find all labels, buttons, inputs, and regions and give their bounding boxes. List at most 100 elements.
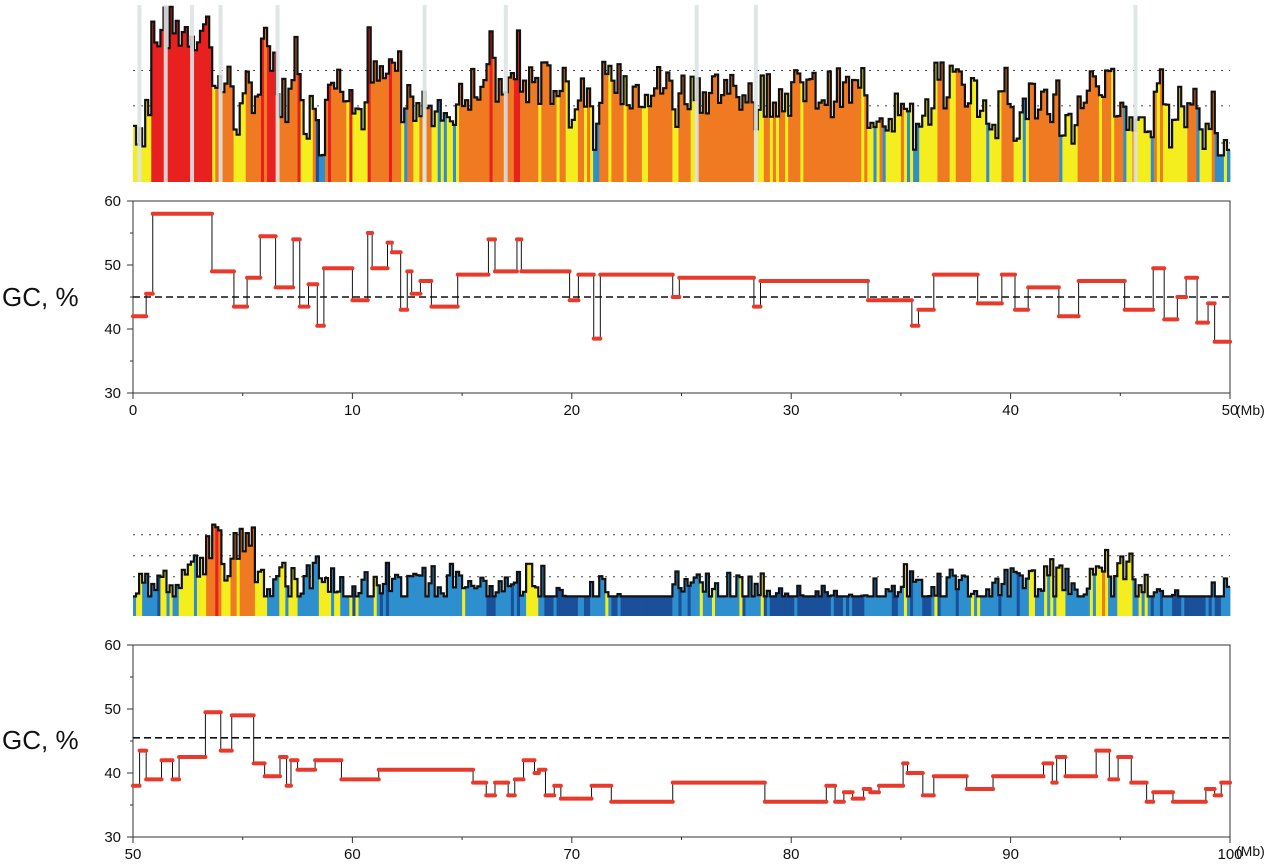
- isochore-column: [855, 80, 859, 182]
- isochore-column: [1031, 83, 1036, 182]
- isochore-column: [809, 596, 813, 616]
- isochore-column: [501, 94, 506, 182]
- isochore-column: [730, 75, 734, 182]
- isochore-column: [1147, 596, 1152, 616]
- isochore-column: [343, 101, 347, 182]
- isochore-column: [803, 101, 807, 182]
- isochore-column: [1001, 91, 1005, 182]
- isochore-column: [510, 73, 515, 182]
- isochore-column: [312, 108, 317, 182]
- isochore-column: [312, 562, 317, 616]
- isochore-column: [309, 588, 314, 616]
- isochore-column: [660, 596, 664, 616]
- isochore-column: [1095, 566, 1100, 616]
- isochore-column: [398, 577, 402, 616]
- x-tick-label: 50: [1222, 402, 1239, 419]
- isochore-column: [821, 585, 826, 616]
- isochore-column: [133, 596, 137, 616]
- isochore-column: [257, 94, 262, 182]
- isochore-column: [160, 30, 164, 182]
- isochore-column: [169, 585, 174, 616]
- isochore-column: [980, 110, 984, 182]
- isochore-column: [385, 562, 390, 616]
- isochore-column: [1193, 596, 1197, 616]
- isochore-column: [806, 596, 810, 616]
- isochore-column: [538, 596, 542, 616]
- isochore-column: [245, 71, 250, 182]
- isochore-column: [891, 131, 896, 182]
- gc-chart-bottom: GC, % (Mb) 30 40 50 60 50 60 70 80 90 100: [2, 637, 1265, 863]
- isochore-column: [894, 93, 899, 182]
- isochore-column: [1123, 579, 1127, 616]
- isochore-column: [181, 32, 186, 182]
- isochore-column: [593, 596, 597, 616]
- isochore-column: [492, 596, 497, 616]
- isochore-column: [1019, 575, 1024, 616]
- isochore-column: [1086, 90, 1091, 182]
- isochore-column: [190, 561, 195, 616]
- isochore-column: [221, 92, 225, 182]
- isochore-column: [547, 596, 551, 616]
- isochore-column: [806, 79, 810, 182]
- isochore-column: [1184, 596, 1188, 616]
- isochore-column: [1004, 67, 1008, 182]
- isochore-column: [285, 586, 289, 616]
- isochore-column: [209, 558, 213, 616]
- isochore-column: [757, 109, 762, 182]
- isochore-column: [267, 46, 271, 182]
- ticks-bottom: 30 40 50 60 50 60 70 80 90 100: [104, 637, 1242, 863]
- isochore-column: [474, 588, 478, 616]
- isochore-column: [227, 66, 231, 182]
- isochore-column: [775, 116, 780, 182]
- isochore-column: [632, 596, 637, 616]
- isochore-column: [1211, 91, 1216, 182]
- isochore-column: [861, 68, 865, 182]
- isochore-column: [882, 596, 887, 616]
- isochore-band-top: [133, 5, 1231, 183]
- sequence-gap: [753, 5, 758, 182]
- isochore-column: [977, 116, 981, 182]
- isochore-column: [897, 115, 902, 182]
- isochore-column: [373, 576, 378, 616]
- gc-steps-top: [131, 211, 1232, 344]
- isochore-column: [983, 100, 987, 182]
- isochore-column: [855, 596, 859, 616]
- isochore-column: [142, 582, 146, 616]
- isochore-column: [1047, 575, 1051, 616]
- x-tick-label: 80: [783, 846, 800, 861]
- isochore-column: [916, 579, 920, 616]
- isochore-column: [142, 146, 146, 182]
- isochore-column: [440, 120, 445, 182]
- isochore-column: [721, 596, 725, 616]
- isochore-column: [468, 581, 472, 616]
- isochore-column: [1117, 563, 1121, 616]
- isochore-column: [361, 129, 365, 182]
- isochore-column: [849, 594, 853, 616]
- isochore-column: [958, 580, 963, 616]
- isochore-column: [193, 555, 198, 616]
- isochore-column: [133, 125, 137, 182]
- isochore-column: [370, 82, 375, 182]
- isochore-column: [395, 70, 399, 182]
- isochore-column: [236, 558, 241, 616]
- isochore-column: [294, 37, 298, 183]
- isochore-column: [513, 79, 518, 182]
- isochore-column: [711, 588, 716, 616]
- isochore-column: [404, 108, 408, 182]
- isochore-column: [221, 564, 225, 616]
- isochore-column: [748, 83, 752, 182]
- isochore-column: [925, 99, 929, 182]
- isochore-column: [937, 573, 941, 616]
- isochore-column: [590, 582, 594, 616]
- isochore-column: [876, 121, 880, 182]
- sequence-gap: [1133, 5, 1138, 182]
- isochore-column: [1062, 135, 1066, 182]
- isochore-column: [1162, 104, 1167, 182]
- isochore-column: [949, 65, 954, 182]
- isochore-column: [1166, 104, 1170, 182]
- isochore-column: [526, 563, 530, 616]
- gc-chart-top: GC, % (Mb) 30 40 50 60 0 10 20 30 40 50: [2, 193, 1265, 419]
- isochore-column: [690, 582, 695, 616]
